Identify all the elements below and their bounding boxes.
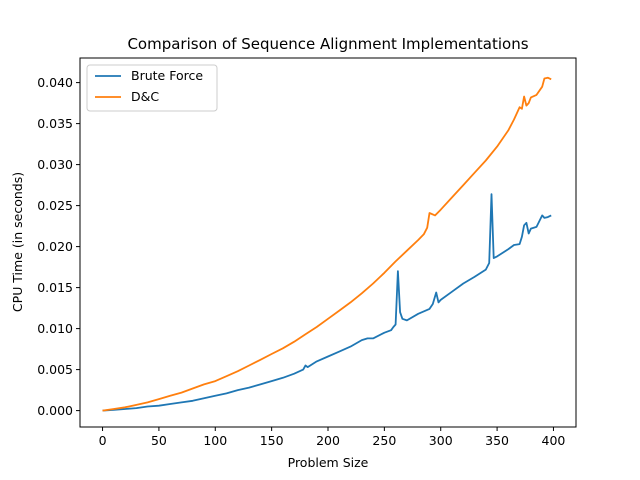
y-tick-label: 0.020 [37,239,73,254]
y-tick-label: 0.000 [37,403,73,418]
y-tick-label: 0.030 [37,157,73,172]
x-tick-label: 50 [151,433,167,448]
y-tick-label: 0.025 [37,198,73,213]
x-tick-label: 100 [203,433,227,448]
y-tick-label: 0.015 [37,280,73,295]
x-tick-label: 300 [429,433,453,448]
chart-title: Comparison of Sequence Alignment Impleme… [127,35,528,53]
x-tick-label: 150 [260,433,284,448]
y-axis: 0.000 0.005 0.010 0.015 0.020 0.025 0.030 0.035… [37,75,80,418]
x-axis-label: Problem Size [288,455,369,470]
y-tick-label: 0.040 [37,75,73,90]
legend: Brute Force D&C [86,64,218,112]
plot-area [102,76,552,412]
legend-label-brute-force: Brute Force [131,68,203,83]
series-line-dc [102,76,552,412]
y-tick-label: 0.005 [37,362,73,377]
y-axis-label: CPU Time (in seconds) [10,172,25,312]
y-tick-label: 0.010 [37,321,73,336]
x-tick-label: 200 [316,433,340,448]
y-tick-label: 0.035 [37,116,73,131]
x-axis: 0 50 100 150 200 250 300 350 400 [99,427,566,448]
x-tick-label: 400 [542,433,566,448]
x-tick-label: 0 [99,433,107,448]
x-tick-label: 250 [372,433,396,448]
x-tick-label: 350 [485,433,509,448]
legend-label-dc: D&C [131,89,159,104]
series-line-brute-force [102,193,552,412]
